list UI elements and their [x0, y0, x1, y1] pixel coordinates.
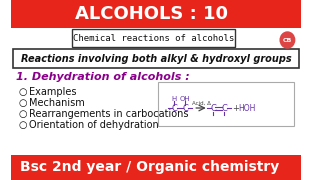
Text: ○: ○: [19, 98, 27, 108]
Text: ○: ○: [19, 87, 27, 97]
Bar: [11, 155, 301, 180]
FancyBboxPatch shape: [13, 49, 299, 68]
Text: HOH: HOH: [238, 103, 255, 112]
Bar: [11, 0, 301, 28]
Text: Acid, Δ: Acid, Δ: [192, 100, 211, 105]
Text: Examples: Examples: [28, 87, 76, 97]
Text: +: +: [232, 103, 239, 112]
Text: OH: OH: [180, 96, 190, 102]
FancyBboxPatch shape: [72, 29, 235, 47]
Text: C: C: [182, 103, 188, 112]
Text: C: C: [221, 103, 227, 112]
Text: Chemical reactions of alcohols: Chemical reactions of alcohols: [73, 33, 234, 42]
Text: C: C: [210, 103, 216, 112]
Text: Mechanism: Mechanism: [28, 98, 84, 108]
Text: ○: ○: [19, 120, 27, 130]
Text: Reactions involving both alkyl & hydroxyl groups: Reactions involving both alkyl & hydroxy…: [21, 54, 292, 64]
Text: Bsc 2nd year / Organic chemistry: Bsc 2nd year / Organic chemistry: [20, 160, 280, 174]
Text: C: C: [171, 103, 177, 112]
Circle shape: [280, 32, 295, 48]
Text: ALCOHOLS : 10: ALCOHOLS : 10: [75, 5, 228, 23]
Text: 1. Dehydration of alcohols :: 1. Dehydration of alcohols :: [16, 72, 189, 82]
Text: H: H: [172, 96, 177, 102]
FancyBboxPatch shape: [158, 82, 294, 126]
Text: ○: ○: [19, 109, 27, 119]
Text: Rearrangements in carbocations: Rearrangements in carbocations: [28, 109, 188, 119]
Text: CB: CB: [283, 37, 292, 42]
Text: Orientation of dehydration: Orientation of dehydration: [28, 120, 158, 130]
